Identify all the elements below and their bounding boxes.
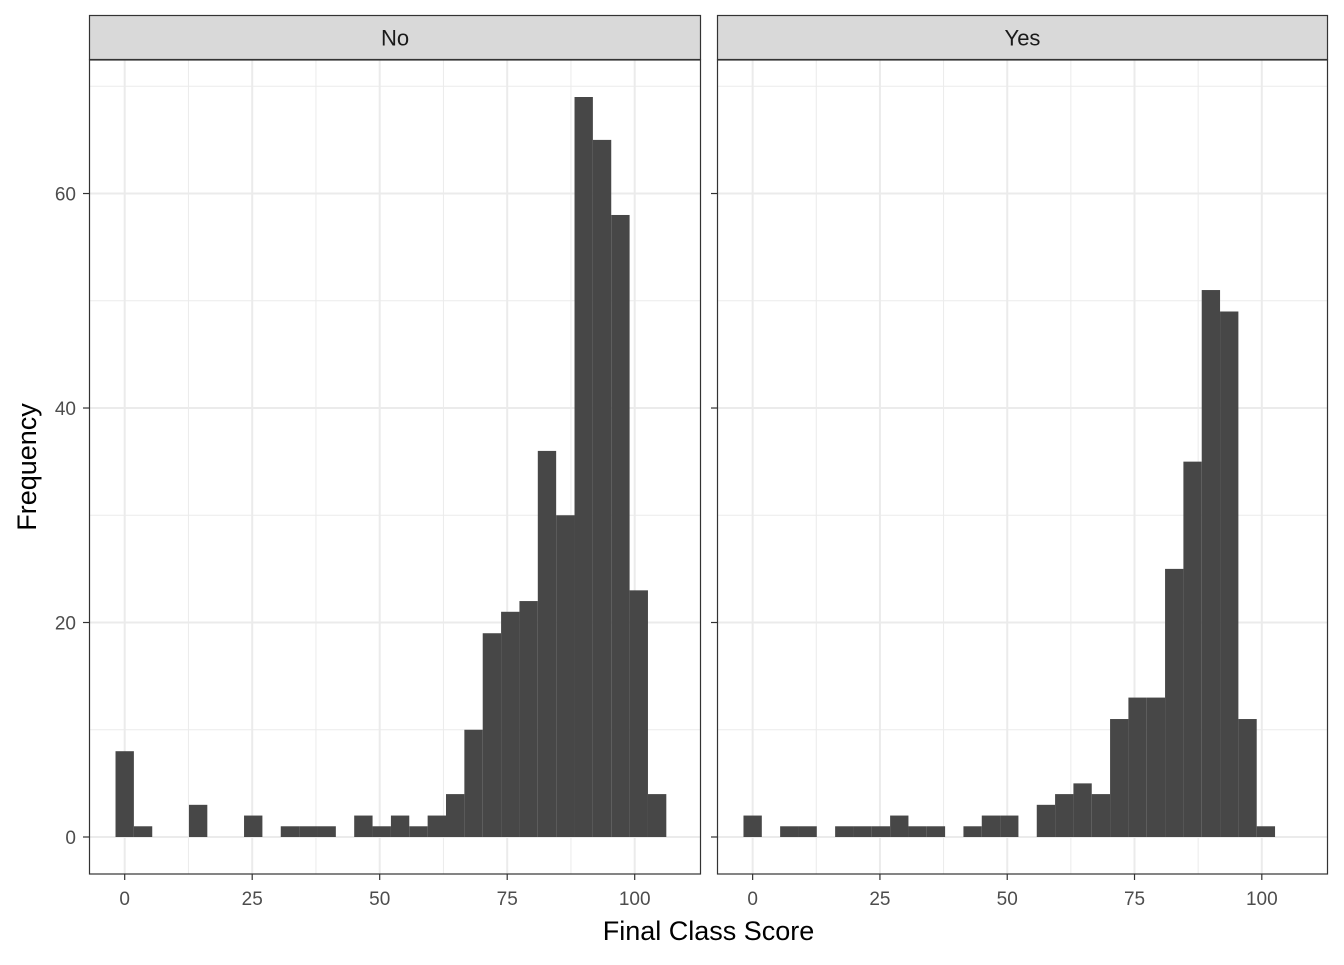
x-tick-label: 75	[497, 889, 518, 910]
histogram-bar	[780, 826, 799, 837]
histogram-bar	[890, 815, 909, 837]
histogram-bar	[853, 826, 872, 837]
histogram-bar	[574, 97, 593, 837]
histogram-bar	[592, 139, 612, 837]
histogram-bar	[908, 826, 927, 837]
histogram-bar	[519, 601, 538, 837]
x-tick-label: 100	[1246, 889, 1278, 910]
x-tick-label: 25	[869, 889, 890, 910]
histogram-bar	[464, 729, 483, 837]
histogram-bar	[1201, 290, 1221, 838]
y-axis-title: Frequency	[12, 403, 42, 531]
histogram-bar	[981, 815, 1001, 837]
histogram-bar	[963, 826, 982, 837]
x-tick-label: 50	[369, 889, 390, 910]
histogram-bar	[1146, 697, 1166, 837]
histogram-bar	[537, 450, 557, 837]
histogram-bar	[1036, 804, 1056, 837]
y-tick-label: 0	[65, 828, 76, 849]
histogram-bar	[280, 826, 300, 837]
x-tick-label: 0	[119, 889, 130, 910]
histogram-bar	[1110, 719, 1129, 837]
histogram-bar	[647, 794, 667, 837]
histogram-bar	[1220, 311, 1239, 837]
histogram-bar	[133, 826, 153, 837]
y-tick-label: 40	[55, 399, 76, 420]
histogram-bar	[1183, 461, 1202, 837]
histogram-bar	[354, 815, 373, 837]
histogram-bar	[1165, 568, 1184, 837]
histogram-bar	[871, 826, 891, 837]
histogram-bar	[390, 815, 410, 837]
histogram-bar	[1055, 794, 1074, 837]
histogram-bar	[372, 826, 391, 837]
histogram-bar	[115, 751, 134, 837]
histogram-bar	[743, 815, 762, 837]
histogram-bar	[1238, 719, 1257, 837]
histogram-bar	[299, 826, 318, 837]
histogram-bar	[317, 826, 336, 837]
histogram-bar	[926, 826, 946, 837]
histogram-bar	[1091, 794, 1111, 837]
x-axis-title: Final Class Score	[603, 916, 815, 946]
histogram-bar	[629, 590, 648, 837]
x-tick-label: 0	[747, 889, 758, 910]
histogram-bar	[427, 815, 446, 837]
histogram-bar	[611, 214, 630, 837]
facet-strip	[716, 14, 1329, 61]
histogram-bar	[835, 826, 854, 837]
histogram-bar	[188, 804, 208, 837]
x-tick-label: 75	[1124, 889, 1145, 910]
histogram-bar	[482, 633, 502, 837]
facet-strip-label: No	[381, 26, 409, 51]
histogram-bar	[1128, 697, 1147, 837]
histogram-bar	[409, 826, 428, 837]
x-tick-label: 100	[619, 889, 651, 910]
histogram-bar	[1256, 826, 1276, 837]
x-tick-label: 50	[997, 889, 1018, 910]
x-tick-label: 25	[242, 889, 263, 910]
y-tick-label: 20	[55, 614, 76, 635]
facet-strip	[88, 14, 702, 61]
histogram-bar	[1073, 783, 1092, 837]
histogram-bar	[446, 794, 465, 837]
histogram-bar	[798, 826, 817, 837]
facet-strip-label: Yes	[1005, 26, 1041, 51]
histogram-bar	[244, 815, 263, 837]
histogram-bar	[556, 515, 575, 837]
histogram-bar	[1000, 815, 1019, 837]
histogram-bar	[501, 611, 520, 837]
panel-no: No 0 25 50 75 100 0 20 40 60	[55, 14, 702, 910]
y-tick-label: 60	[55, 185, 76, 206]
panel-yes: Yes 0 25 50 75 100	[711, 14, 1329, 910]
